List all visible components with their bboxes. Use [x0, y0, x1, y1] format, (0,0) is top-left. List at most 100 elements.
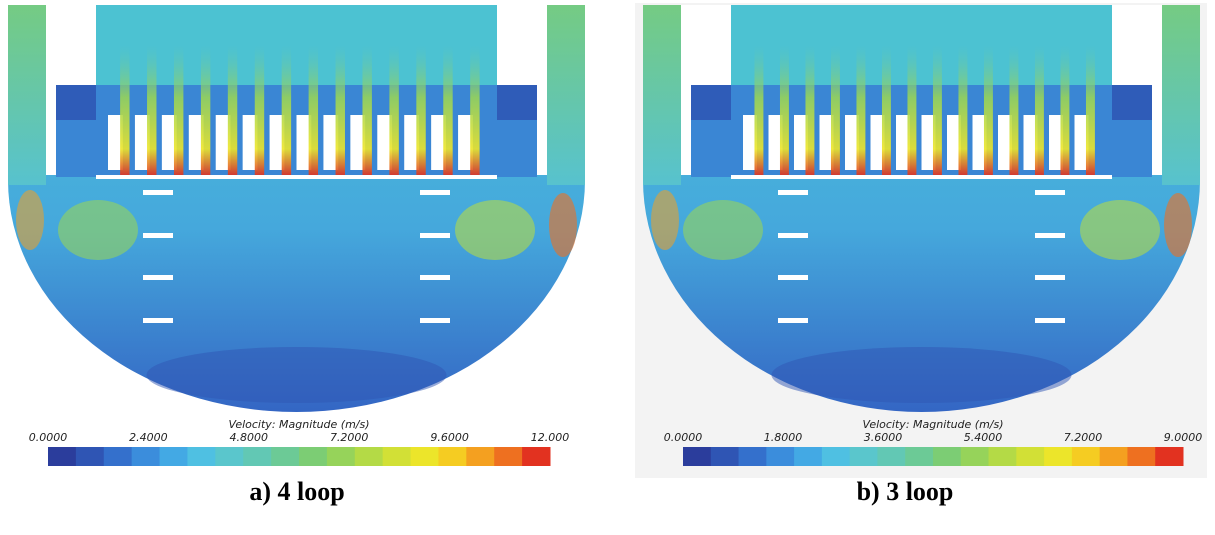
core-slot	[134, 115, 150, 170]
jet	[254, 45, 265, 175]
jet	[881, 45, 891, 175]
support-plate	[420, 318, 450, 323]
support-plate	[143, 318, 173, 323]
support-plate	[420, 275, 450, 280]
core-slot	[743, 115, 758, 170]
support-plate	[778, 275, 808, 280]
jet	[1085, 45, 1095, 175]
colorbar-swatch	[215, 447, 244, 466]
support-plate	[778, 233, 808, 238]
jet	[147, 45, 157, 175]
low-flow	[771, 347, 1072, 403]
jet	[470, 45, 480, 175]
vortex	[455, 200, 535, 260]
support-plate	[778, 318, 808, 323]
support-plate	[778, 190, 808, 195]
core-slot	[1023, 115, 1038, 170]
panel-caption: b) 3 loop	[857, 477, 954, 506]
colorbar-swatch	[877, 447, 906, 466]
colorbar-tick-label: 1.8000	[764, 431, 803, 444]
colorbar-swatch	[1044, 447, 1073, 466]
support-plate	[1035, 233, 1065, 238]
colorbar-tick-label: 2.4000	[129, 431, 168, 444]
core-region	[1112, 85, 1152, 120]
hot-spot	[1164, 193, 1192, 257]
colorbar-swatch	[466, 447, 495, 466]
colorbar-tick-label: 3.6000	[864, 431, 903, 444]
colorbar: Velocity: Magnitude (m/s) 0.0000 1.8000 3.6…	[664, 418, 1202, 466]
core-slot	[921, 115, 936, 170]
colorbar-swatch	[131, 447, 161, 466]
jet	[308, 45, 319, 175]
jet	[805, 45, 815, 175]
core-slot	[794, 115, 809, 170]
core-slot	[323, 115, 339, 170]
colorbar-tick-label: 12.000	[531, 431, 570, 444]
colorbar: Velocity: Magnitude (m/s) 0.0000 2.4000 4.8…	[29, 418, 570, 466]
colorbar-tick-label: 7.2000	[330, 431, 369, 444]
colorbar-swatch	[243, 447, 272, 466]
jet	[830, 45, 840, 175]
colorbar-swatch	[849, 447, 878, 466]
inlet-pipe	[643, 5, 681, 185]
colorbar-swatch	[382, 447, 412, 466]
vortex	[58, 200, 138, 260]
colorbar-tick-label: 4.8000	[230, 431, 269, 444]
core-slot	[458, 115, 473, 170]
core-slot	[870, 115, 885, 170]
colorbar-swatch	[933, 447, 962, 466]
support-plate	[1035, 275, 1065, 280]
flow-field	[8, 5, 585, 412]
colorbar-swatch	[522, 447, 551, 466]
core-region	[56, 85, 96, 120]
core-slot	[819, 115, 834, 170]
colorbar-swatch	[354, 447, 384, 466]
inlet-pipe	[8, 5, 46, 185]
colorbar-swatch	[988, 447, 1017, 466]
colorbar-swatch	[821, 447, 851, 466]
colorbar-title: Velocity: Magnitude (m/s)	[862, 418, 1003, 431]
colorbar-swatch	[1127, 447, 1156, 466]
jet	[362, 45, 372, 175]
support-plate	[143, 275, 173, 280]
outlet-pipe	[1162, 5, 1200, 185]
support-plate	[420, 233, 450, 238]
jet	[932, 45, 942, 175]
colorbar-swatch	[494, 447, 523, 466]
jet	[983, 45, 993, 175]
colorbar-swatch	[905, 447, 934, 466]
low-flow	[146, 347, 447, 403]
core-slot	[947, 115, 962, 170]
support-plate	[143, 190, 173, 195]
jet	[856, 45, 866, 175]
jet	[120, 45, 130, 175]
jet	[1009, 45, 1019, 175]
support-plate	[1035, 318, 1065, 323]
jet	[173, 45, 184, 175]
support-plate	[143, 233, 173, 238]
vortex	[683, 200, 763, 260]
jet	[389, 45, 399, 175]
panel-caption: a) 4 loop	[249, 477, 344, 506]
colorbar-swatch	[271, 447, 300, 466]
jet	[227, 45, 238, 175]
vortex	[1080, 200, 1160, 260]
core-slot	[269, 115, 285, 170]
core-slot	[377, 115, 393, 170]
colorbar-tick-label: 5.4000	[964, 431, 1003, 444]
core-slot	[296, 115, 312, 170]
core-slot	[972, 115, 987, 170]
jet	[281, 45, 292, 175]
colorbar-swatch	[1016, 447, 1045, 466]
jet	[754, 45, 764, 175]
colorbar-swatch	[187, 447, 216, 466]
colorbar-tick-label: 9.6000	[430, 431, 469, 444]
core-slot	[1074, 115, 1089, 170]
colorbar-swatch	[683, 447, 712, 466]
flow-field	[643, 5, 1200, 412]
upper-plenum	[731, 5, 1112, 85]
core-slot	[215, 115, 231, 170]
core-slot	[768, 115, 783, 170]
upper-plenum	[96, 5, 497, 85]
